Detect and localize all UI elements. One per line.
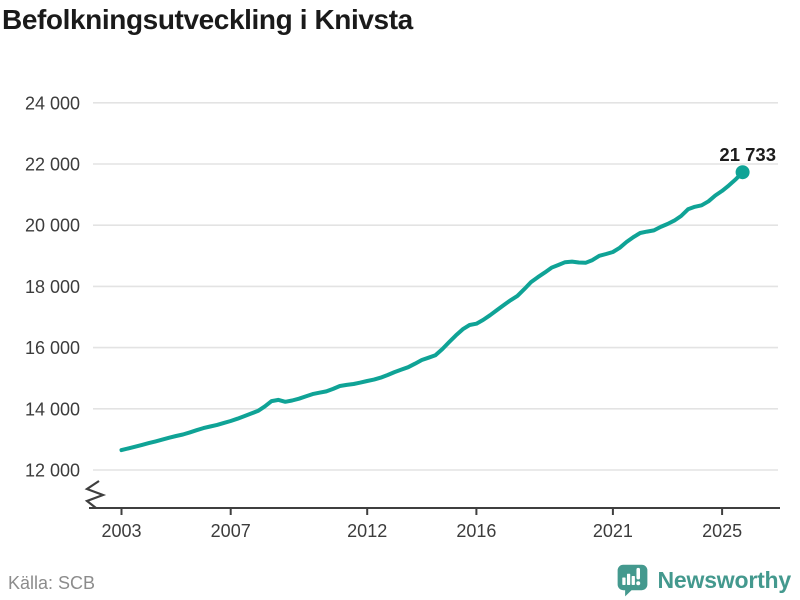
end-point-marker xyxy=(735,165,750,180)
y-axis-labels: 12 000 14 000 16 000 18 000 20 000 22 000 24 0… xyxy=(25,93,80,480)
source-label: Källa: SCB xyxy=(8,573,96,593)
y-tick-label: 20 000 xyxy=(25,216,80,236)
y-tick-label: 14 000 xyxy=(25,399,80,419)
end-value-label: 21 733 xyxy=(719,144,776,165)
x-tick-label: 2021 xyxy=(593,521,633,541)
brand-link[interactable]: Newsworthy xyxy=(615,563,791,597)
x-tick-label: 2012 xyxy=(347,521,387,541)
chart-title: Befolkningsutveckling i Knivsta xyxy=(2,4,413,35)
axis-break-squiggle xyxy=(84,480,107,509)
x-tick-label: 2007 xyxy=(211,521,251,541)
y-tick-label: 16 000 xyxy=(25,338,80,358)
x-axis: 2003 2007 2012 2016 2021 2025 xyxy=(89,507,780,541)
y-tick-label: 18 000 xyxy=(25,277,80,297)
x-tick-label: 2025 xyxy=(702,521,742,541)
brand-name: Newsworthy xyxy=(657,566,792,593)
y-tick-label: 12 000 xyxy=(25,461,80,481)
x-tick-label: 2016 xyxy=(456,521,496,541)
x-tick-label: 2003 xyxy=(101,521,141,541)
newsworthy-logo-icon xyxy=(617,564,647,597)
y-tick-label: 24 000 xyxy=(25,93,80,113)
y-tick-label: 22 000 xyxy=(25,155,80,175)
gridlines xyxy=(93,102,778,471)
population-data-line xyxy=(119,170,745,453)
